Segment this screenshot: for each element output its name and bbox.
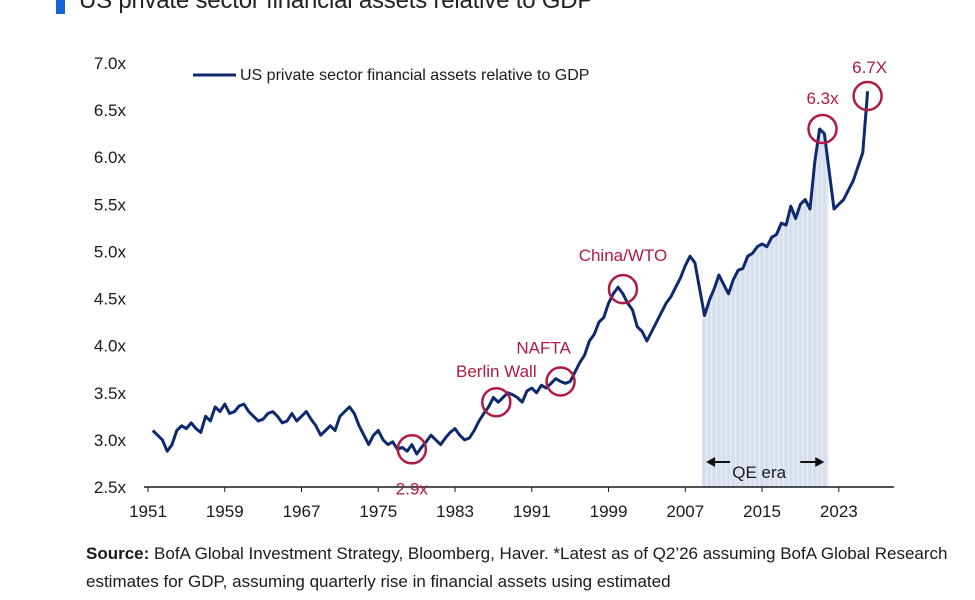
x-tick-label: 2007 bbox=[666, 502, 704, 521]
y-tick-label: 4.0x bbox=[94, 337, 127, 356]
annotation-label: Berlin Wall bbox=[456, 362, 537, 381]
x-tick-label: 1983 bbox=[436, 502, 474, 521]
legend-label: US private sector financial assets relat… bbox=[240, 67, 589, 84]
qe-era-region: QE era bbox=[702, 128, 829, 487]
x-tick-label: 1999 bbox=[590, 502, 628, 521]
source-note: Source: BofA Global Investment Strategy,… bbox=[86, 540, 956, 596]
annotation-label: 6.7X bbox=[852, 58, 887, 77]
annotation-label: 6.3x bbox=[806, 89, 839, 108]
annotation-circle bbox=[545, 366, 576, 397]
annotation-circle bbox=[396, 434, 428, 465]
source-text: BofA Global Investment Strategy, Bloombe… bbox=[86, 544, 948, 591]
y-tick-label: 6.5x bbox=[94, 101, 127, 120]
annotation-circle bbox=[807, 113, 838, 145]
y-tick-label: 7.0x bbox=[94, 54, 127, 73]
title-accent-bar bbox=[56, 0, 65, 14]
qe-era-label: QE era bbox=[732, 463, 786, 482]
legend: US private sector financial assets relat… bbox=[193, 67, 589, 84]
series-line bbox=[151, 91, 870, 456]
x-tick-label: 1967 bbox=[283, 502, 321, 521]
chart-title: US private sector financial assets relat… bbox=[79, 0, 594, 14]
annotation-label: 2.9x bbox=[396, 479, 429, 498]
y-tick-label: 5.5x bbox=[94, 195, 127, 214]
qe-arrow-left-head bbox=[706, 457, 716, 467]
x-tick-label: 2023 bbox=[820, 502, 858, 521]
x-tick-label: 1959 bbox=[206, 502, 244, 521]
source-label: Source: bbox=[86, 544, 150, 563]
annotation-label: NAFTA bbox=[516, 338, 571, 357]
qe-arrow-right-head bbox=[815, 457, 825, 467]
x-tick-label: 1975 bbox=[359, 502, 397, 521]
axes: 2.5x 3.0x 3.5x 4.0x 4.5x 5.0x 5.5x 6.0x 6.5x 7.0x… bbox=[94, 54, 894, 521]
annotation-circle bbox=[481, 386, 512, 418]
annotations: 2.9x Berlin Wall NAFTA China/WTO 6.3x 6.7X bbox=[396, 58, 887, 498]
x-tick-label: 1951 bbox=[129, 502, 167, 521]
chart: QE era 2.5x 3.0x 3.5x 4.0x 4.5x 5.0x 5.5x 6.0x 6… bbox=[94, 54, 894, 521]
y-tick-label: 3.0x bbox=[94, 431, 127, 450]
y-tick-label: 2.5x bbox=[94, 478, 127, 497]
y-tick-label: 4.5x bbox=[94, 290, 127, 309]
series-line-group bbox=[151, 91, 870, 456]
x-tick-label: 2015 bbox=[743, 502, 781, 521]
y-tick-label: 3.5x bbox=[94, 384, 127, 403]
y-tick-label: 6.0x bbox=[94, 148, 127, 167]
annotation-circle bbox=[852, 80, 883, 112]
annotation-label: China/WTO bbox=[579, 246, 668, 265]
y-tick-label: 5.0x bbox=[94, 242, 127, 261]
x-tick-label: 1991 bbox=[513, 502, 551, 521]
title-bar: US private sector financial assets relat… bbox=[0, 0, 593, 16]
annotation-circle bbox=[607, 273, 639, 305]
